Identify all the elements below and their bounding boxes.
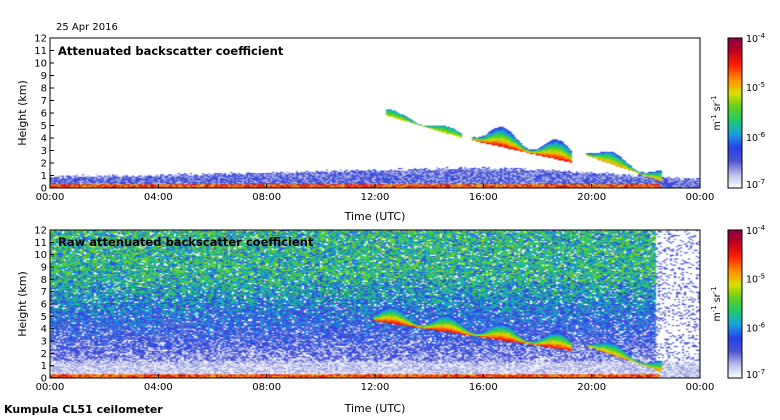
x-tick-label: 20:00 — [577, 192, 606, 203]
colorbar-gradient-top — [727, 37, 743, 189]
x-axis-label-attenuated: Time (UTC) — [344, 210, 406, 223]
colorbar-unit-top-exp1: -1 — [710, 114, 718, 121]
colorbar-tick-base: 10 — [746, 133, 758, 144]
colorbar-unit-bottom-exp1: -1 — [710, 305, 718, 312]
y-tick-label: 4 — [41, 324, 47, 335]
x-tick-label: 04:00 — [144, 192, 173, 203]
panel-title-raw: Raw attenuated backscatter coefficient — [58, 235, 314, 249]
colorbar-tick-exponent: -4 — [758, 32, 766, 40]
heatmap-image-attenuated — [50, 38, 700, 188]
y-tick-label: 5 — [41, 121, 47, 132]
colorbar-tick-label: 10-7 — [746, 368, 765, 381]
colorbar-top: 10-410-510-610-7 m-1 sr-1 — [710, 32, 766, 191]
x-tick-label: 00:00 — [36, 382, 65, 393]
panel-title-attenuated: Attenuated backscatter coefficient — [58, 44, 284, 58]
y-tick-label: 11 — [34, 46, 47, 57]
colorbar-tick-exponent: -7 — [758, 368, 765, 376]
colorbar-tick-base: 10 — [746, 370, 758, 381]
y-tick-label: 2 — [41, 349, 47, 360]
y-tick-label: 6 — [41, 109, 47, 120]
colorbar-tick-base: 10 — [746, 274, 758, 285]
colorbar-tick-exponent: -5 — [758, 272, 765, 280]
colorbar-tick-exponent: -4 — [758, 224, 766, 232]
y-tick-label: 4 — [41, 134, 47, 145]
colorbar-unit-top-exp2: -1 — [710, 95, 718, 102]
y-tick-label: 0 — [41, 184, 47, 195]
y-tick-label: 12 — [34, 34, 47, 45]
colorbar-unit-bottom-exp2: -1 — [710, 286, 718, 293]
colorbar-tick-label: 10-4 — [746, 32, 766, 45]
colorbar-tick-label: 10-5 — [746, 81, 765, 94]
colorbar-gradient-bottom — [727, 229, 743, 379]
x-tick-label: 12:00 — [361, 382, 390, 393]
x-axis-label-raw: Time (UTC) — [344, 402, 406, 415]
x-tick-label: 04:00 — [144, 382, 173, 393]
y-tick-label: 7 — [41, 96, 47, 107]
x-tick-label: 16:00 — [469, 382, 498, 393]
x-tick-label: 12:00 — [361, 192, 390, 203]
colorbar-tick-exponent: -7 — [758, 178, 765, 186]
y-tick-label: 8 — [41, 275, 47, 286]
x-tick-label: 20:00 — [577, 382, 606, 393]
y-tick-label: 1 — [41, 361, 47, 372]
y-tick-label: 9 — [41, 71, 47, 82]
colorbar-unit-bottom: m-1 sr-1 — [710, 286, 723, 321]
x-tick-label: 00:00 — [36, 192, 65, 203]
colorbar-tick-base: 10 — [746, 324, 758, 335]
colorbar-tick-exponent: -5 — [758, 81, 765, 89]
instrument-label: Kumpula CL51 ceilometer — [4, 403, 163, 416]
colorbar-bottom: 10-410-510-610-7 m-1 sr-1 — [710, 224, 766, 381]
y-tick-label: 3 — [41, 337, 47, 348]
x-tick-label: 00:00 — [686, 382, 715, 393]
colorbar-tick-label: 10-4 — [746, 224, 766, 237]
x-axis-attenuated: 00:00 04:00 08:00 12:00 16:00 20:00 00:00 — [36, 184, 715, 203]
y-tick-label: 3 — [41, 146, 47, 157]
y-axis-label-attenuated: Height (km) — [16, 80, 29, 146]
y-tick-label: 8 — [41, 84, 47, 95]
colorbar-ticks-top: 10-410-510-610-7 — [746, 32, 766, 191]
date-label: 25 Apr 2016 — [56, 22, 118, 33]
colorbar-tick-label: 10-6 — [746, 131, 766, 144]
colorbar-tick-base: 10 — [746, 83, 758, 94]
colorbar-unit-top: m-1 sr-1 — [710, 95, 723, 130]
y-tick-label: 7 — [41, 287, 47, 298]
y-tick-label: 9 — [41, 263, 47, 274]
colorbar-tick-label: 10-7 — [746, 178, 765, 191]
colorbar-tick-base: 10 — [746, 226, 758, 237]
x-tick-label: 16:00 — [469, 192, 498, 203]
y-tick-label: 5 — [41, 312, 47, 323]
y-tick-label: 10 — [34, 250, 47, 261]
colorbar-tick-base: 10 — [746, 34, 758, 45]
y-tick-label: 12 — [34, 226, 47, 237]
y-axis-label-raw: Height (km) — [16, 271, 29, 337]
y-tick-label: 6 — [41, 300, 47, 311]
x-tick-label: 08:00 — [252, 192, 281, 203]
colorbar-tick-label: 10-5 — [746, 272, 765, 285]
y-tick-label: 1 — [41, 171, 47, 182]
colorbar-ticks-bottom: 10-410-510-610-7 — [746, 224, 766, 381]
y-tick-label: 2 — [41, 159, 47, 170]
colorbar-tick-exponent: -6 — [758, 131, 766, 139]
x-axis-raw: 00:00 04:00 08:00 12:00 16:00 20:00 00:00 — [36, 374, 715, 393]
colorbar-tick-exponent: -6 — [758, 322, 766, 330]
x-tick-label: 08:00 — [252, 382, 281, 393]
x-tick-label: 00:00 — [686, 192, 715, 203]
heatmap-image-raw — [50, 230, 700, 378]
y-tick-label: 11 — [34, 238, 47, 249]
colorbar-tick-label: 10-6 — [746, 322, 766, 335]
colorbar-tick-base: 10 — [746, 180, 758, 191]
y-tick-label: 0 — [41, 374, 47, 385]
y-tick-label: 10 — [34, 59, 47, 70]
